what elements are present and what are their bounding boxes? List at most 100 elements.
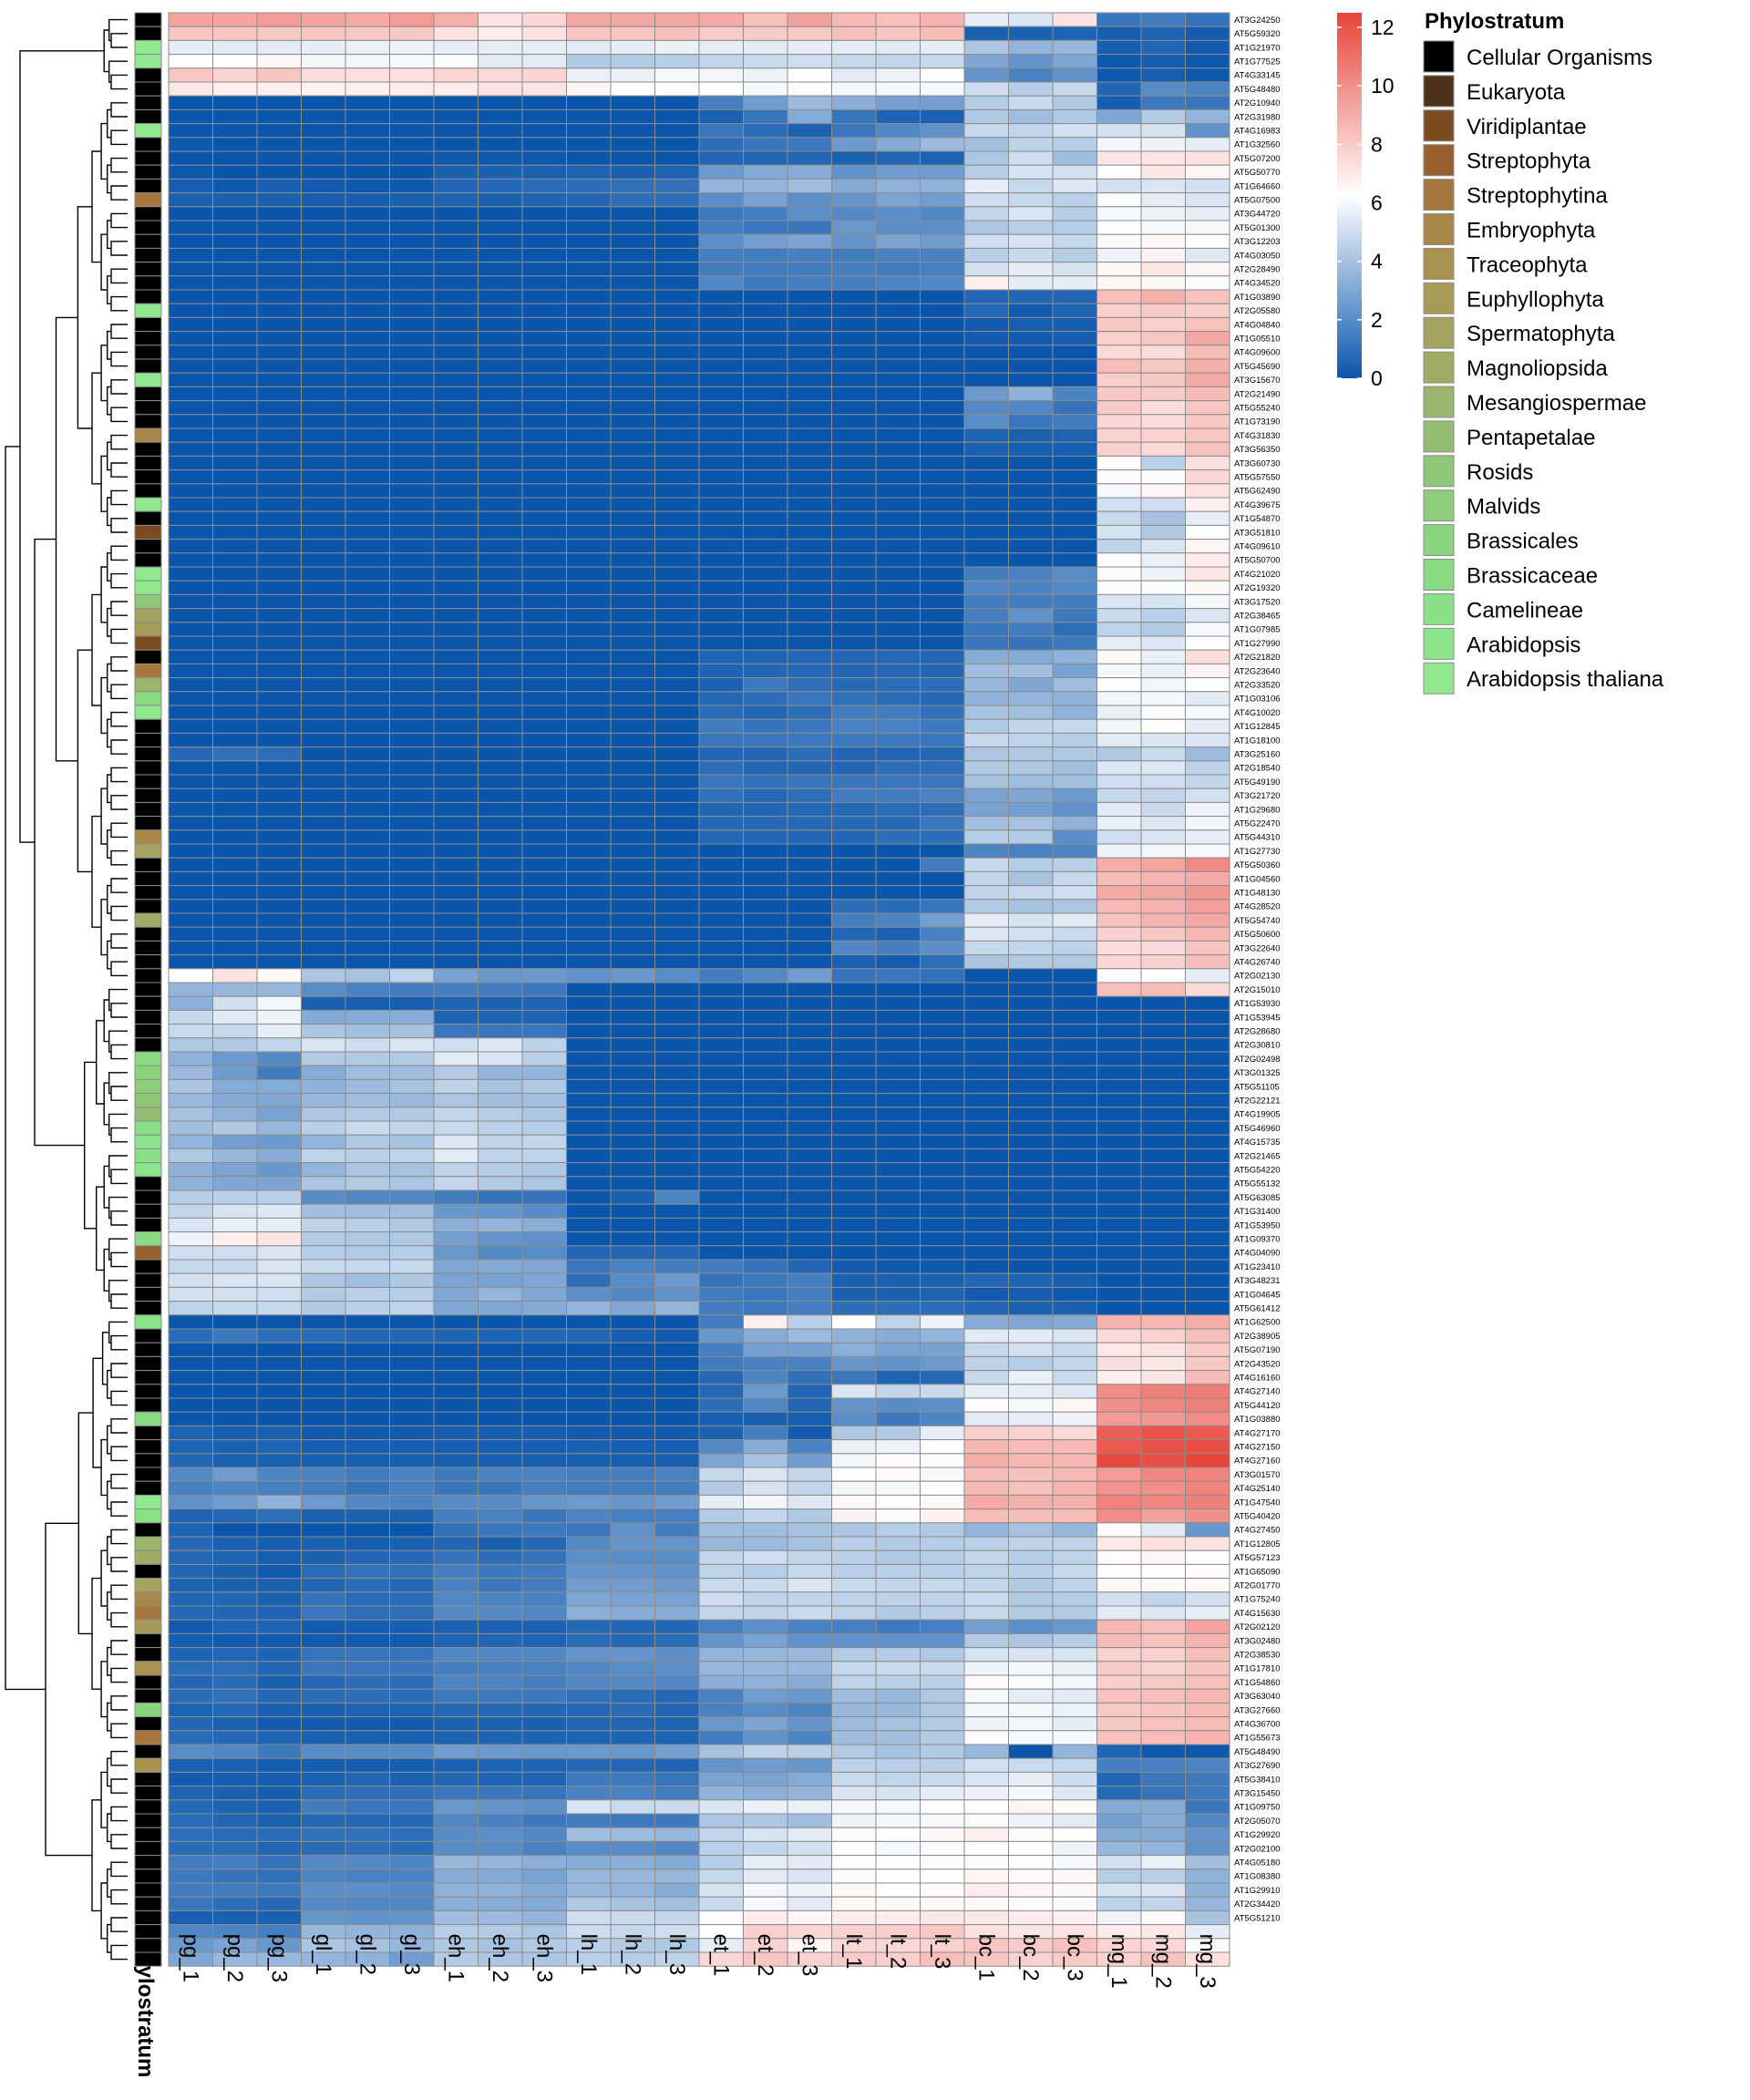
heatmap-cell [256,649,302,664]
heatmap-cell [301,608,346,623]
heatmap-cell [168,1384,213,1399]
heatmap-cell [1096,289,1142,304]
heatmap-cell [654,926,700,942]
heatmap-cell [831,164,877,180]
heatmap-cell [256,1508,302,1524]
heatmap-cell [521,1840,567,1857]
heatmap-cell [168,1744,213,1759]
heatmap-cell [566,1868,612,1884]
heatmap-cell [1096,1632,1142,1649]
heatmap-cell [654,427,700,443]
heatmap-cell [698,857,744,872]
heatmap-cell [831,885,877,901]
heatmap-cell [1140,386,1186,402]
heatmap-cell [566,1757,612,1773]
heatmap-cell [1140,1259,1186,1274]
heatmap-cell [345,1813,390,1828]
heatmap-cell [168,649,213,664]
heatmap-cell [831,552,877,568]
heatmap-cell [256,1384,302,1399]
heatmap-cell [610,164,655,180]
heatmap-cell [1052,1771,1097,1787]
heatmap-cell [875,1688,921,1704]
heatmap-cell [433,1702,479,1718]
heatmap-cell [1140,26,1186,41]
heatmap-cell [212,1840,258,1857]
heatmap-cell [1185,1647,1230,1662]
heatmap-cell [256,885,302,901]
heatmap-cell [875,1813,921,1828]
gene-label: AT1G54870 [1234,514,1281,524]
heatmap-cell [1140,12,1186,27]
heatmap-cell [831,1508,877,1524]
heatmap-cell [1096,1453,1142,1468]
heatmap-cell [787,1370,832,1385]
heatmap-cell [698,1342,744,1357]
heatmap-cell [743,552,788,568]
heatmap-cell [478,1716,523,1732]
heatmap-cell [654,691,700,706]
heatmap-cell [389,455,435,471]
heatmap-cell [963,150,1009,166]
heatmap-cell [1140,593,1186,610]
heatmap-cell [920,12,965,27]
heatmap-cell [920,746,965,762]
heatmap-cell [433,1134,479,1149]
phylostratum-cell [134,1951,162,1967]
dendrogram-branch [108,1113,128,1136]
phylostratum-cell [134,1134,162,1149]
heatmap-cell [610,1840,655,1857]
heatmap-cell [433,1549,479,1565]
heatmap-cell [1140,552,1186,568]
heatmap-cell [168,1536,213,1551]
heatmap-cell [1052,1799,1097,1815]
heatmap-cell [168,1176,213,1191]
heatmap-cell [963,39,1009,56]
phylostratum-cell [134,1910,162,1926]
heatmap-cell [212,1896,258,1911]
heatmap-cell [654,316,700,333]
heatmap-cell [256,1563,302,1580]
heatmap-cell [654,1162,700,1178]
heatmap-cell [1140,1397,1186,1413]
heatmap-cell [478,580,523,595]
heatmap-cell [168,1217,213,1233]
heatmap-cell [610,331,655,346]
heatmap-cell [1140,885,1186,901]
heatmap-cell [1140,580,1186,595]
heatmap-cell [433,912,479,928]
heatmap-cell [566,1078,612,1095]
heatmap-cell [1185,1813,1230,1828]
heatmap-cell [256,1259,302,1274]
heatmap-cell [256,816,302,831]
heatmap-cell [301,1910,346,1926]
phylostratum-cell [134,857,162,872]
heatmap-cell [787,1702,832,1718]
heatmap-cell [1185,1757,1230,1773]
heatmap-cell [521,1771,567,1787]
heatmap-cell [168,788,213,803]
heatmap-cell [1096,1051,1142,1066]
heatmap-cell [698,1037,744,1053]
heatmap-cell [1096,1716,1142,1732]
heatmap-cell [875,982,921,997]
heatmap-cell [168,718,213,734]
heatmap-cell [1140,1910,1186,1926]
heatmap-cell [212,885,258,901]
heatmap-cell [566,1661,612,1676]
column-label: et_2 [753,1934,777,1977]
heatmap-cell [1096,206,1142,221]
heatmap-cell [698,1024,744,1039]
heatmap-cell [566,760,612,776]
heatmap-cell [920,1786,965,1801]
heatmap-cell [168,1259,213,1274]
heatmap-cell [345,912,390,928]
heatmap-cell [654,1272,700,1288]
heatmap-cell [831,192,877,208]
heatmap-cell [1140,1148,1186,1164]
heatmap-cell [1185,1536,1230,1551]
heatmap-cell [1052,1868,1097,1884]
heatmap-cell [610,691,655,706]
heatmap-cell [433,1370,479,1385]
heatmap-cell [1140,829,1186,845]
